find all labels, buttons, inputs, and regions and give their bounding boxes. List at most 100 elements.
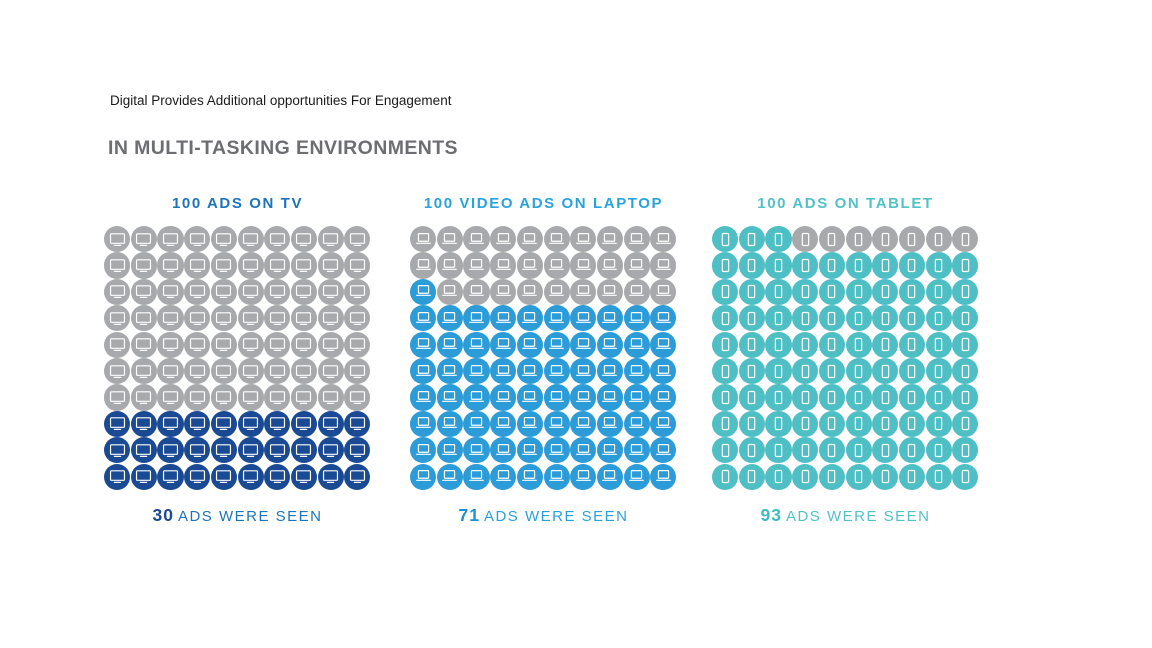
tv-icon-unseen <box>264 252 291 279</box>
tv-icon-unseen <box>184 278 211 305</box>
tablet-icon-unseen <box>925 226 952 253</box>
tv-icon-unseen <box>210 226 237 253</box>
laptop-icon-seen <box>463 331 490 358</box>
tv-pictogram-grid <box>104 226 371 490</box>
tablet-icon-seen <box>792 278 819 305</box>
tablet-icon-seen <box>765 331 792 358</box>
tablet-icon-seen <box>845 384 872 411</box>
tv-icon-unseen <box>237 252 264 279</box>
tv-icon-unseen <box>157 226 184 253</box>
tv-icon-seen <box>210 410 237 437</box>
laptop-icon-seen <box>543 331 570 358</box>
tv-icon-seen <box>104 463 131 490</box>
laptop-icon-seen <box>436 410 463 437</box>
laptop-icon-seen <box>570 437 597 464</box>
laptop-icon-seen <box>410 437 437 464</box>
laptop-icon-unseen <box>516 278 543 305</box>
tablet-icon-seen <box>845 357 872 385</box>
tablet-icon-seen <box>712 252 739 279</box>
laptop-icon-seen <box>650 384 677 411</box>
laptop-icon-seen <box>516 305 543 332</box>
tablet-icon-seen <box>925 357 952 385</box>
tv-icon-seen <box>290 410 318 437</box>
laptop-icon-unseen <box>516 252 543 279</box>
laptop-icon-seen <box>623 384 650 411</box>
tv-icon-unseen <box>317 226 344 253</box>
tablet-icon-seen <box>818 437 845 464</box>
tablet-seen-count: 93 <box>760 504 782 525</box>
laptop-icon-unseen <box>463 226 490 253</box>
tablet-icon-seen <box>818 305 845 332</box>
tablet-icon-seen <box>952 305 979 332</box>
tv-icon-seen <box>264 463 291 490</box>
page-subtitle: IN MULTI-TASKING ENVIRONMENTS <box>108 137 458 159</box>
laptop-icon-unseen <box>623 226 650 253</box>
laptop-icon-seen <box>410 331 437 358</box>
tablet-icon-seen <box>792 463 819 490</box>
tv-icon-seen <box>184 463 211 490</box>
tv-icon-seen <box>104 410 131 437</box>
tv-icon-seen <box>157 410 184 437</box>
tv-icon-unseen <box>317 384 344 411</box>
laptop-icon-seen <box>410 305 437 332</box>
tablet-icon-seen <box>898 331 926 358</box>
tv-icon-seen <box>317 410 344 437</box>
tablet-icon-seen <box>765 410 792 437</box>
tablet-icon-seen <box>738 252 765 279</box>
tablet-icon-seen <box>765 437 792 464</box>
tv-icon-unseen <box>157 278 184 305</box>
laptop-caption-text: ADS WERE SEEN <box>483 507 629 525</box>
tablet-icon-seen <box>925 410 952 437</box>
tv-icon-unseen <box>130 331 157 358</box>
tv-icon-unseen <box>184 226 211 253</box>
tv-icon-unseen <box>237 331 264 358</box>
tablet-icon-seen <box>765 384 792 411</box>
tablet-icon-seen <box>792 331 819 358</box>
tablet-chart: 100 ADS ON TABLET 93 ADS WERE SEEN <box>712 195 979 526</box>
laptop-icon-seen <box>650 463 677 490</box>
laptop-icon-unseen <box>543 226 570 253</box>
laptop-chart-title: 100 VIDEO ADS ON LAPTOP <box>423 195 664 212</box>
tablet-icon-seen <box>792 410 819 437</box>
tablet-icon-seen <box>792 305 819 332</box>
tablet-icon-seen <box>792 384 819 411</box>
tv-icon-unseen <box>317 305 344 332</box>
tv-icon-unseen <box>157 252 184 279</box>
tv-icon-unseen <box>317 252 344 279</box>
tv-icon-unseen <box>264 305 291 332</box>
tablet-chart-caption: 93 ADS WERE SEEN <box>712 505 979 526</box>
tablet-icon-seen <box>845 410 872 437</box>
laptop-icon-seen <box>463 305 490 332</box>
tablet-icon-seen <box>925 252 952 279</box>
tablet-icon-unseen <box>792 226 819 253</box>
tablet-icon-seen <box>925 463 952 490</box>
laptop-icon-unseen <box>490 252 517 279</box>
laptop-icon-seen <box>490 305 517 332</box>
tablet-icon-seen <box>898 384 926 411</box>
laptop-icon-seen <box>543 305 570 332</box>
tv-icon-seen <box>344 463 371 490</box>
laptop-icon-seen <box>490 463 517 490</box>
tablet-icon-unseen <box>952 226 979 253</box>
tv-icon-unseen <box>157 305 184 332</box>
tablet-icon-seen <box>872 357 899 385</box>
tv-icon-unseen <box>317 357 344 385</box>
tv-icon-unseen <box>237 357 264 385</box>
tablet-icon-seen <box>845 305 872 332</box>
tablet-icon-seen <box>872 437 899 464</box>
tablet-caption-text: ADS WERE SEEN <box>785 507 931 525</box>
tv-icon-unseen <box>344 278 371 305</box>
tablet-icon-seen <box>738 278 765 305</box>
laptop-icon-unseen <box>570 278 597 305</box>
tv-icon-unseen <box>184 357 211 385</box>
tv-icon-unseen <box>290 305 318 332</box>
tablet-icon-seen <box>738 226 765 253</box>
laptop-icon-seen <box>490 410 517 437</box>
tablet-icon-seen <box>792 252 819 279</box>
tablet-icon-seen <box>872 463 899 490</box>
tablet-icon-seen <box>738 463 765 490</box>
tablet-icon-seen <box>765 463 792 490</box>
tablet-icon-seen <box>818 278 845 305</box>
laptop-icon-unseen <box>410 252 437 279</box>
laptop-icon-seen <box>463 384 490 411</box>
